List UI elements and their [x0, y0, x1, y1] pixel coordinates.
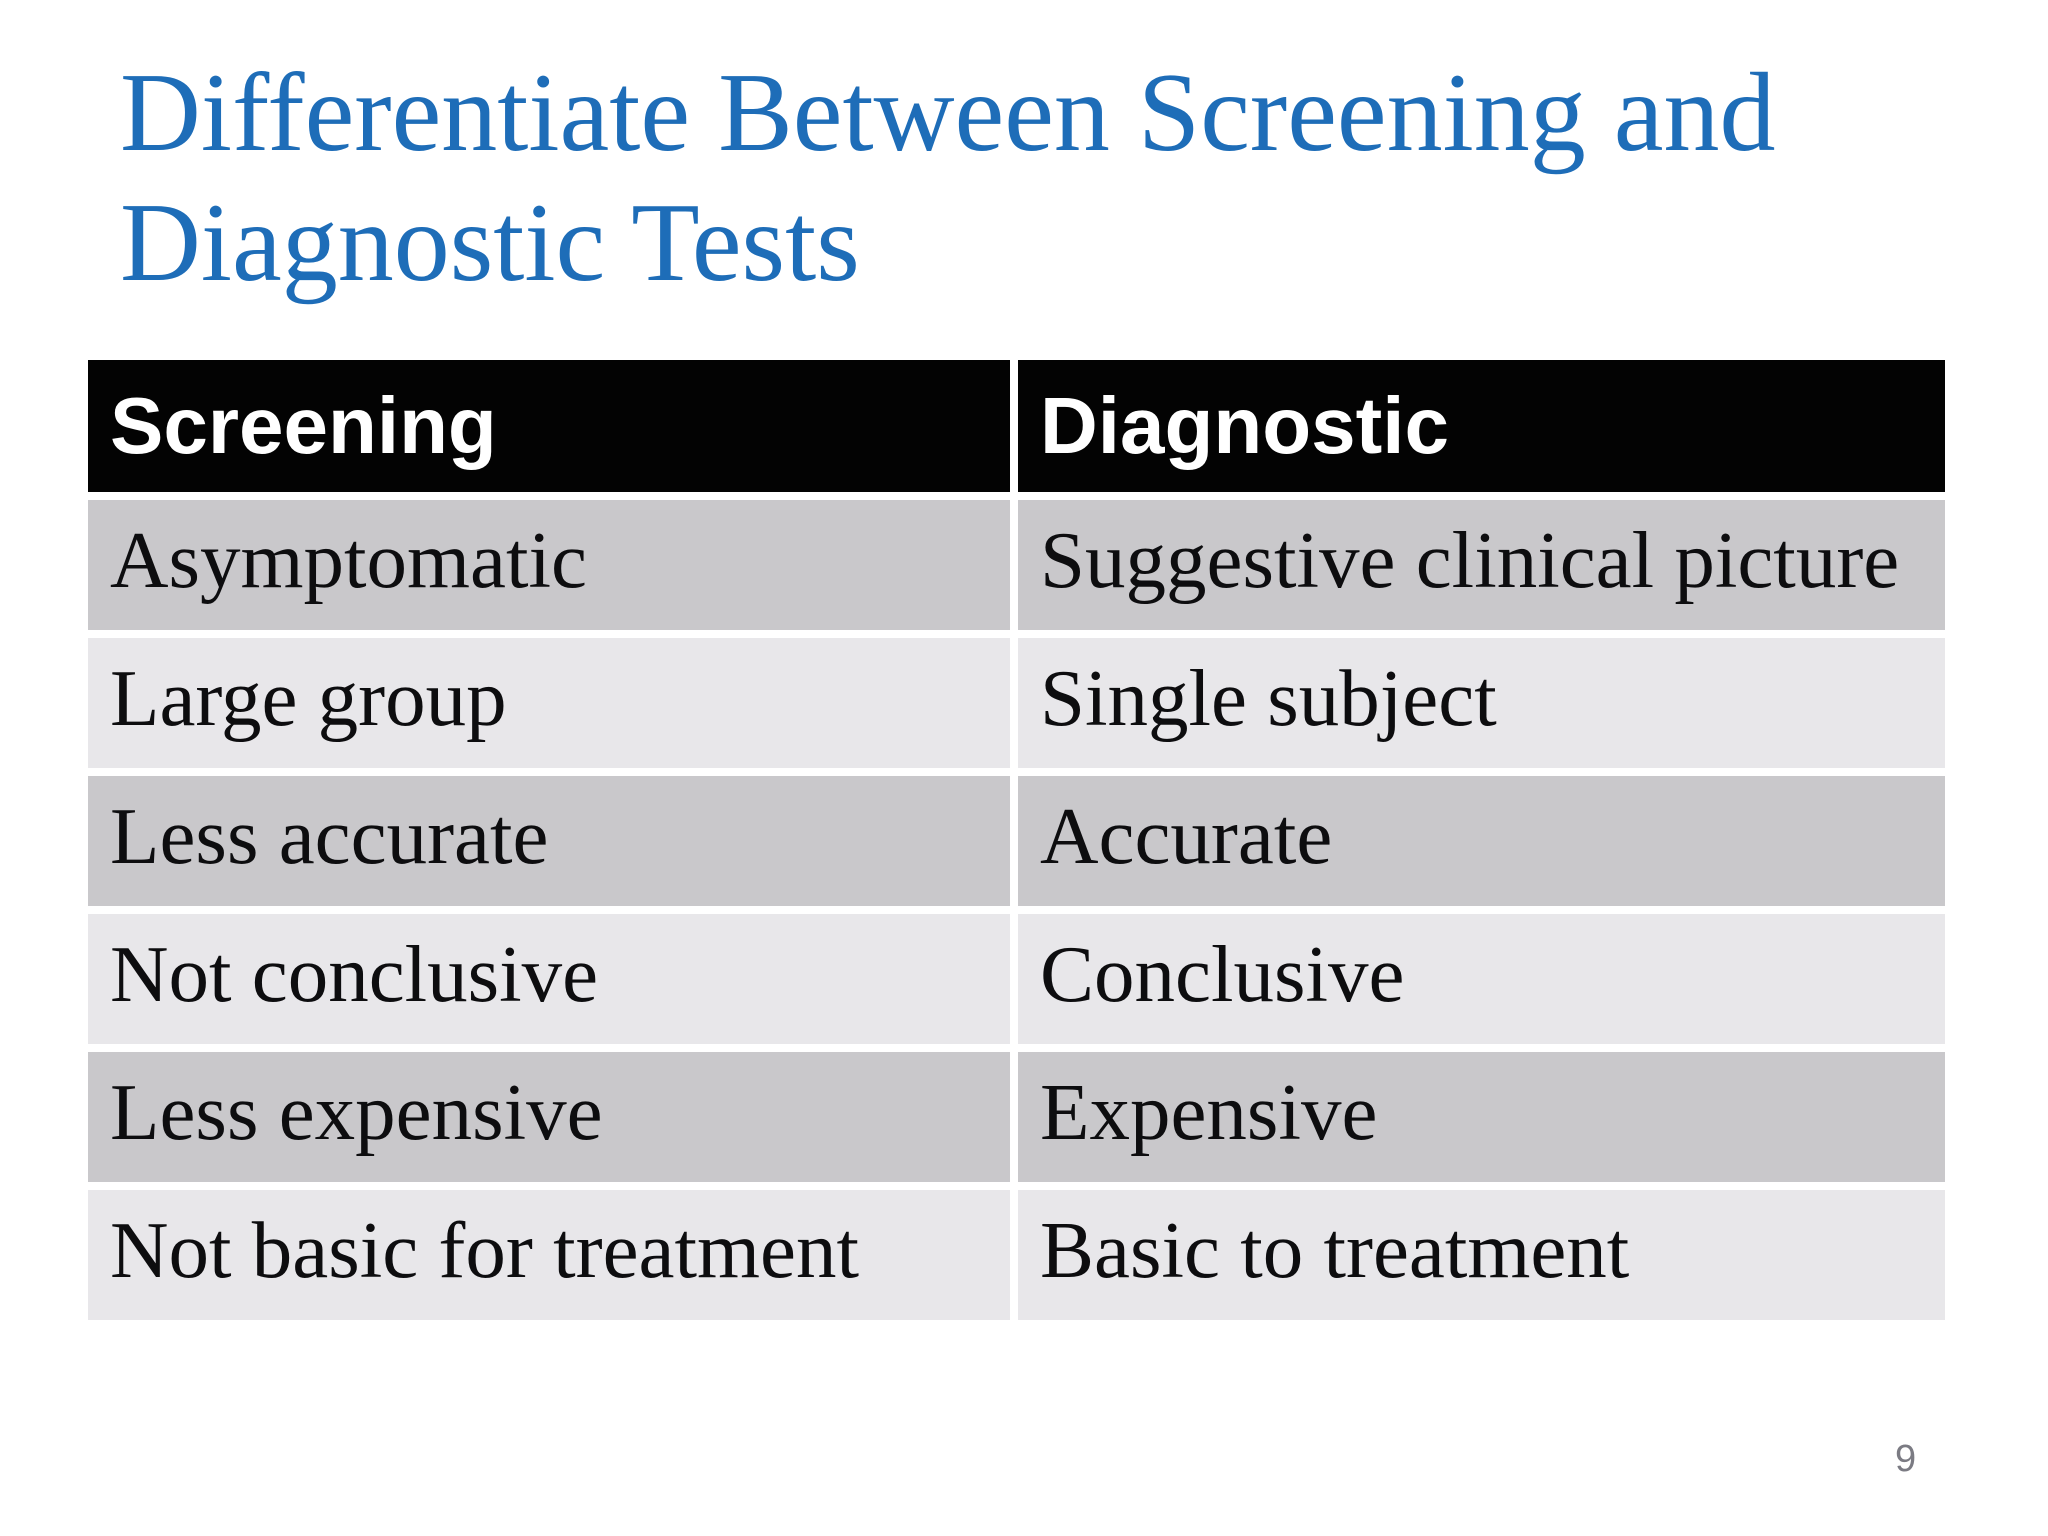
table-cell-screening-large-group: Large group [88, 638, 1010, 768]
table-cell-diagnostic-basic-to-treatment: Basic to treatment [1018, 1190, 1945, 1320]
comparison-table: Screening Diagnostic Asymptomatic Sugges… [88, 360, 1945, 1320]
slide-title: Differentiate Between Screening and Diag… [120, 51, 1776, 305]
table-cell-diagnostic-expensive: Expensive [1018, 1052, 1945, 1182]
table-header-screening: Screening [88, 360, 1010, 492]
table-cell-screening-less-accurate: Less accurate [88, 776, 1010, 906]
table-cell-diagnostic-conclusive: Conclusive [1018, 914, 1945, 1044]
table-cell-diagnostic-accurate: Accurate [1018, 776, 1945, 906]
page-number: 9 [1895, 1438, 1917, 1480]
table-cell-screening-asymptomatic: Asymptomatic [88, 500, 1010, 630]
table-header-diagnostic: Diagnostic [1018, 360, 1945, 492]
table-cell-diagnostic-suggestive-clinical-picture: Suggestive clinical picture [1018, 500, 1945, 630]
table-cell-diagnostic-single-subject: Single subject [1018, 638, 1945, 768]
table-cell-screening-less-expensive: Less expensive [88, 1052, 1010, 1182]
table-cell-screening-not-conclusive: Not conclusive [88, 914, 1010, 1044]
table-cell-screening-not-basic-for-treatment: Not basic for treatment [88, 1190, 1010, 1320]
